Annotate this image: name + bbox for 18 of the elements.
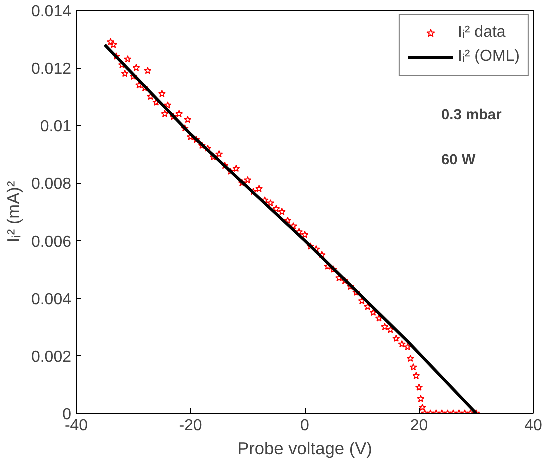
y-tick-label: 0 <box>62 406 72 424</box>
y-axis-title: Iᵢ² (mA)² <box>3 181 24 243</box>
x-tick-label: 20 <box>410 418 428 434</box>
annotation: 60 W <box>442 152 476 168</box>
x-tick-label: 40 <box>524 418 542 434</box>
x-axis-title: Probe voltage (V) <box>238 438 372 458</box>
x-tick-label: 0 <box>300 418 310 434</box>
y-tick-label: 0.006 <box>31 234 72 251</box>
y-tick-label: 0.008 <box>31 176 72 194</box>
y-tick-label: 0.004 <box>31 291 72 308</box>
y-tick-label: 0.002 <box>31 348 72 366</box>
y-tick-label: 0.012 <box>31 61 72 78</box>
legend-label: Iᵢ² data <box>458 24 506 42</box>
y-tick-label: 0.014 <box>31 4 72 20</box>
y-tick-label: 0.01 <box>40 118 72 136</box>
annotation: 0.3 mbar <box>442 108 502 124</box>
legend-label: Iᵢ² (OML) <box>458 48 520 66</box>
x-tick-label: -20 <box>179 418 202 434</box>
